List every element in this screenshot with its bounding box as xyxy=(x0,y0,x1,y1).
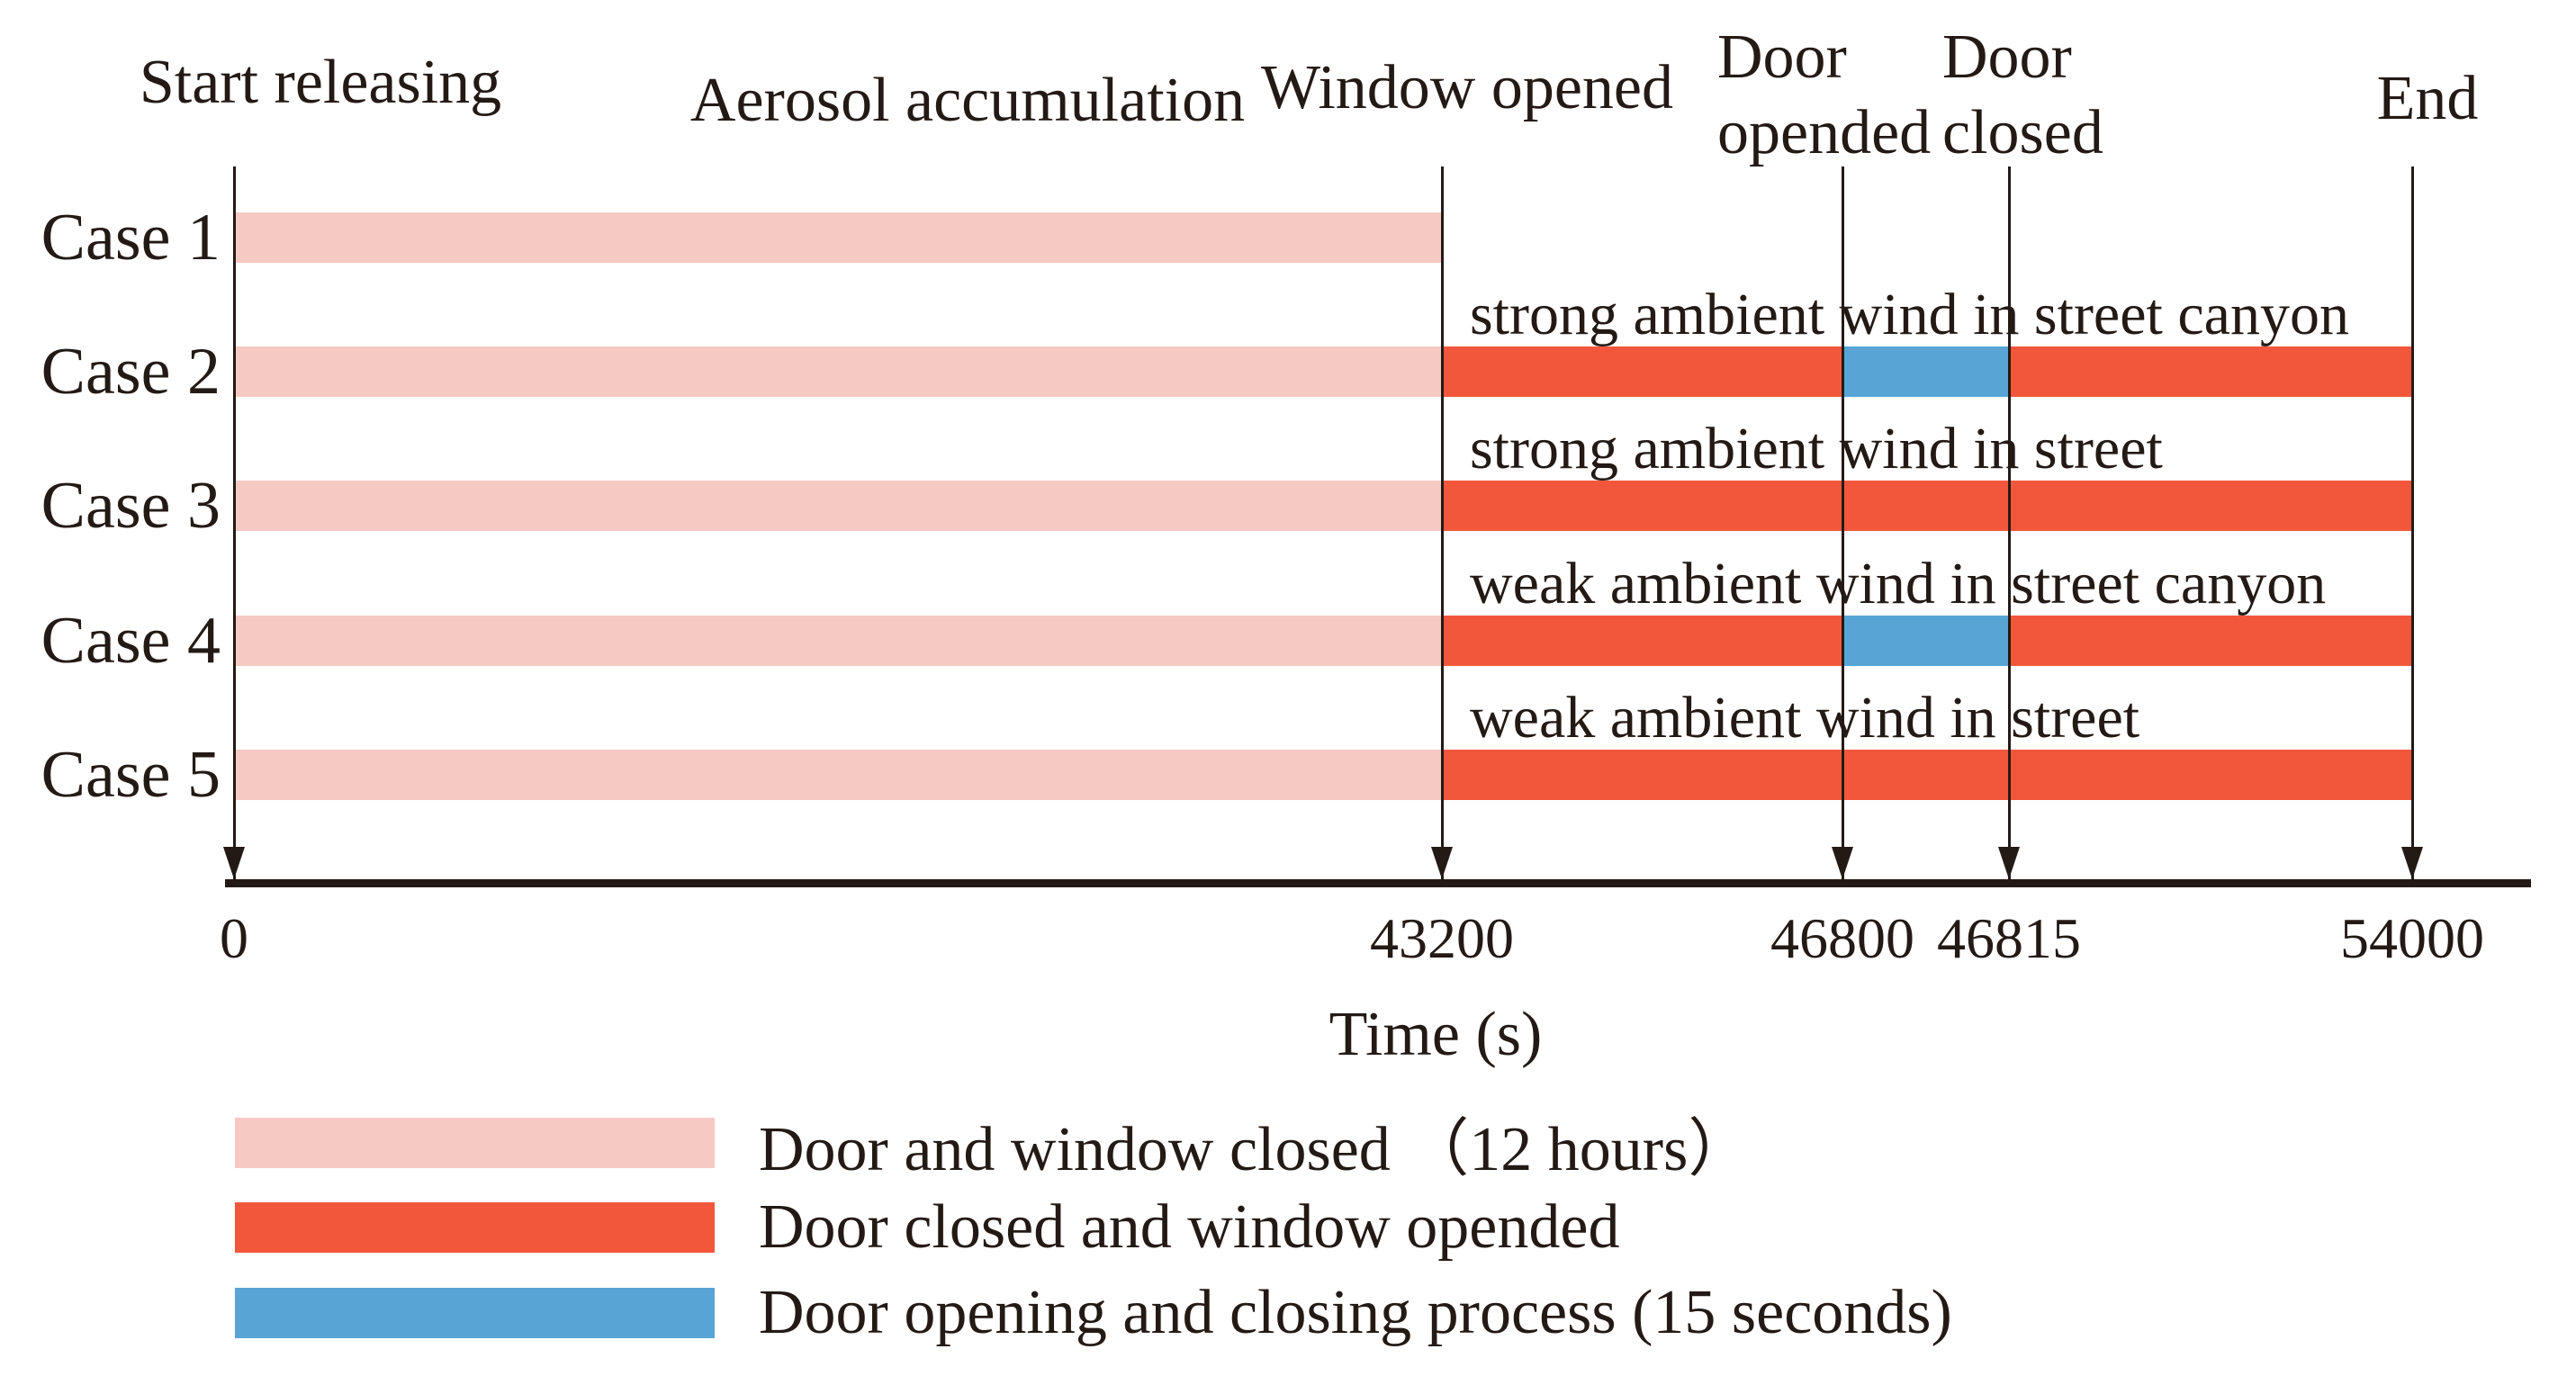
case-label-1: Case 1 xyxy=(41,200,221,274)
case-label-4: Case 4 xyxy=(41,603,221,678)
bar-segment-case5-window_opened xyxy=(1442,750,2412,800)
legend-label-door_process: Door opening and closing process (15 sec… xyxy=(759,1278,1952,1347)
annotation-4: weak ambient wind in street canyon xyxy=(1470,551,2327,616)
event-line-start xyxy=(233,166,236,879)
bar-segment-case1-door_window_closed xyxy=(234,212,1442,263)
arrow-down-icon-start xyxy=(223,847,245,879)
tick-label-0: 0 xyxy=(220,906,248,970)
event-label-line: opended xyxy=(1717,98,1932,167)
event-line-window_opened xyxy=(1441,166,1444,879)
tick-label-46800: 46800 xyxy=(1770,906,1914,970)
tick-label-46815: 46815 xyxy=(1937,906,2081,970)
tick-label-43200: 43200 xyxy=(1370,906,1514,970)
bar-segment-case4-window_opened xyxy=(2009,616,2412,666)
legend-label-window_opened: Door closed and window opended xyxy=(759,1192,1620,1262)
phase-label-aerosol-accumulation: Aerosol accumulation xyxy=(689,66,1246,135)
bar-segment-case4-door_window_closed xyxy=(234,616,1442,666)
event-label-line: Start releasing xyxy=(139,48,502,117)
tick-label-54000: 54000 xyxy=(2340,906,2484,970)
event-label-door_closed: Door closed xyxy=(1942,20,2103,171)
case-label-2: Case 2 xyxy=(41,334,221,409)
arrow-down-icon-end xyxy=(2401,847,2423,879)
event-label-line: Door xyxy=(1717,22,1847,92)
time-axis-title: Time (s) xyxy=(1329,1000,1543,1069)
legend-swatch-door_window_closed xyxy=(235,1118,715,1168)
event-label-line: Door xyxy=(1942,22,2072,92)
bar-segment-case4-window_opened xyxy=(1442,616,1842,666)
case-label-3: Case 3 xyxy=(41,468,221,543)
bar-segment-case3-door_window_closed xyxy=(234,481,1442,531)
case-label-5: Case 5 xyxy=(41,737,221,812)
annotation-5: weak ambient wind in street xyxy=(1470,685,2140,751)
arrow-down-icon-window_opened xyxy=(1431,847,1453,879)
bar-segment-case2-door_window_closed xyxy=(234,346,1442,397)
bar-segment-case2-door_process xyxy=(1842,346,2009,397)
bar-segment-case5-door_window_closed xyxy=(234,750,1442,800)
arrow-down-icon-door_opened xyxy=(1832,847,1853,879)
event-label-line: End xyxy=(2376,64,2479,133)
time-axis-line xyxy=(225,879,2531,887)
bar-segment-case3-window_opened xyxy=(1442,481,2412,531)
bar-segment-case2-window_opened xyxy=(1442,346,1842,397)
legend-label-door_window_closed: Door and window closed （12 hours） xyxy=(759,1114,1752,1184)
event-line-end xyxy=(2411,166,2414,879)
event-label-line: Window opened xyxy=(1261,53,1673,122)
event-label-line: closed xyxy=(1942,98,2103,167)
bar-segment-case4-door_process xyxy=(1842,616,2009,666)
event-label-start: Start releasing xyxy=(140,45,501,121)
event-label-door_opened: Door opended xyxy=(1717,20,1931,171)
annotation-3: strong ambient wind in street xyxy=(1470,416,2163,481)
legend-swatch-window_opened xyxy=(235,1202,715,1253)
legend-swatch-door_process xyxy=(235,1288,715,1338)
event-line-door_closed xyxy=(2008,166,2011,879)
annotation-2: strong ambient wind in street canyon xyxy=(1470,282,2349,347)
event-line-door_opened xyxy=(1842,166,1844,879)
bar-segment-case2-window_opened xyxy=(2009,346,2412,397)
arrow-down-icon-door_closed xyxy=(1998,847,2020,879)
event-label-window_opened: Window opened xyxy=(1261,50,1673,126)
event-label-end: End xyxy=(2377,61,2479,137)
